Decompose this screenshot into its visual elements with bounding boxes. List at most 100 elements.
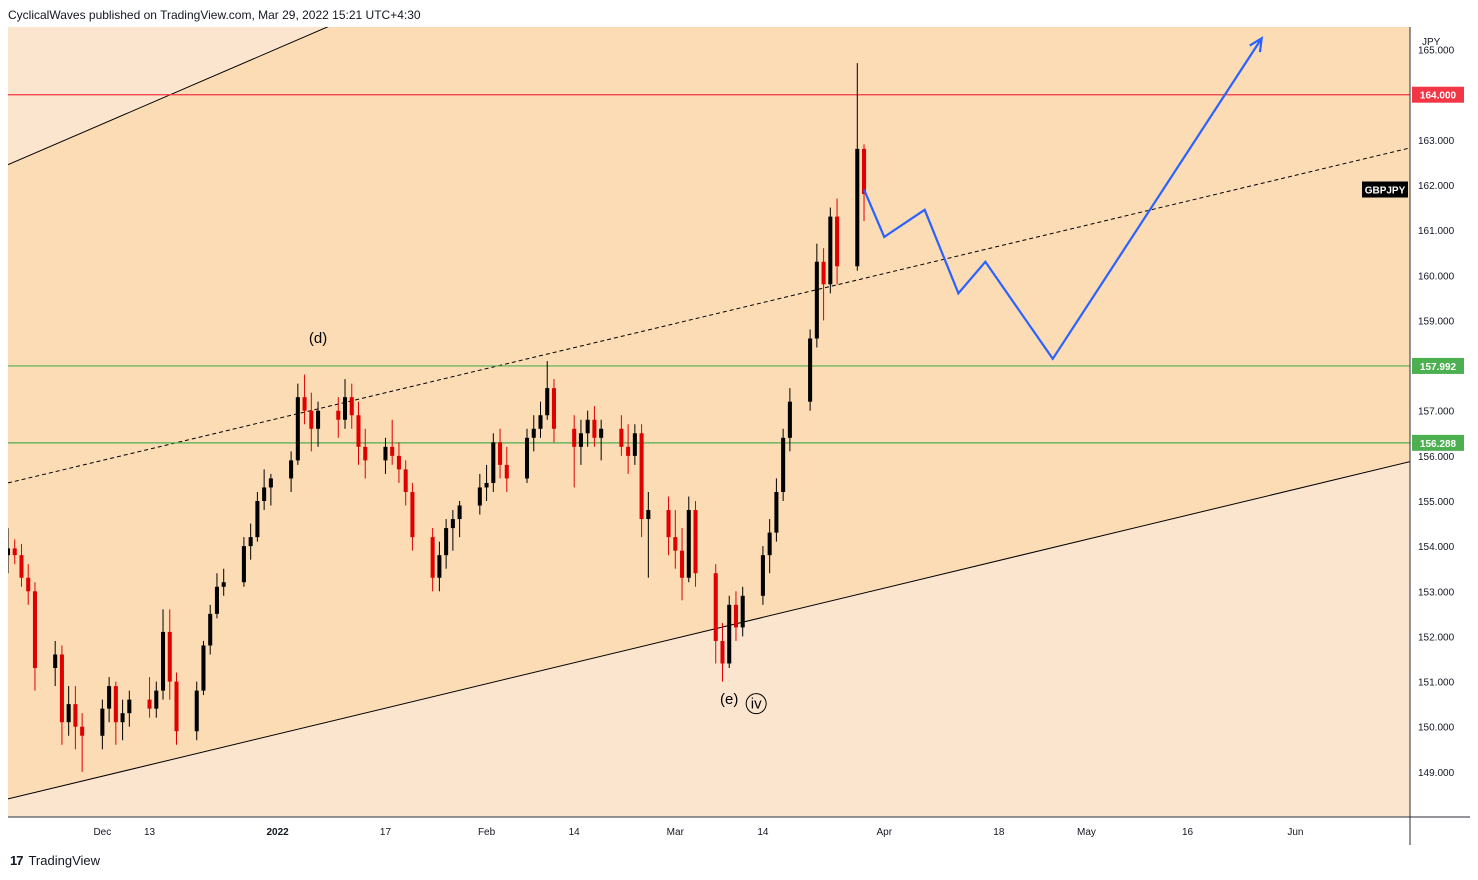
level-price-label: 157.992 xyxy=(1420,362,1457,373)
candle-body xyxy=(835,216,840,267)
price-tick-label: 165.000 xyxy=(1418,46,1455,57)
time-tick-label: May xyxy=(1077,827,1096,838)
level-price-badge xyxy=(1412,86,1464,103)
chart-svg[interactable]: (d) (e) iv 149.000 150.000 151.000 152.000 153… xyxy=(5,0,1470,845)
candle-body xyxy=(626,446,631,456)
time-tick-label: Jun xyxy=(1287,827,1303,838)
price-tick-label: 152.000 xyxy=(1418,632,1455,643)
background-layer xyxy=(7,0,1411,817)
candle-body xyxy=(450,519,455,529)
candle-body xyxy=(73,704,78,727)
wave-label: (e) xyxy=(720,691,738,708)
horizontal-levels-layer xyxy=(8,94,1410,444)
candle-body xyxy=(255,501,260,538)
candle-body xyxy=(113,686,118,723)
candle-body xyxy=(808,338,813,402)
price-tick-label: 160.000 xyxy=(1418,271,1455,282)
candle-body xyxy=(262,487,267,501)
candle-body xyxy=(484,482,489,488)
time-tick-label: 17 xyxy=(380,827,392,838)
price-tick-label: 163.000 xyxy=(1418,136,1455,147)
candle-body xyxy=(53,654,58,669)
candles-layer xyxy=(5,63,867,772)
candle-body xyxy=(147,699,152,709)
candle-body xyxy=(349,397,354,416)
candle-body xyxy=(430,537,435,578)
time-tick-label: Feb xyxy=(478,827,496,838)
candle-body xyxy=(66,704,71,723)
chart-frame[interactable]: (d) (e) iv 149.000 150.000 151.000 152.000 153… xyxy=(5,0,1470,845)
time-tick-label: Apr xyxy=(876,827,892,838)
candle-body xyxy=(161,631,166,691)
candle-body xyxy=(80,726,85,736)
time-tick-label: 18 xyxy=(993,827,1005,838)
candle-body xyxy=(174,681,179,732)
candle-body xyxy=(363,446,368,461)
candle-body xyxy=(154,690,159,709)
candle-body xyxy=(666,510,671,538)
candle-body xyxy=(545,388,550,416)
candle-body xyxy=(572,428,577,447)
candle-body xyxy=(814,261,819,339)
candle-body xyxy=(646,510,651,520)
time-tick-label: Mar xyxy=(667,827,685,838)
time-tick-label: 16 xyxy=(1182,827,1194,838)
candle-body xyxy=(713,573,718,641)
time-tick-label: 13 xyxy=(144,827,156,838)
candle-body xyxy=(12,548,17,556)
footer-brand[interactable]: TradingView xyxy=(28,853,101,868)
candle-body xyxy=(444,528,449,556)
price-tick-label: 156.000 xyxy=(1418,452,1455,463)
candle-body xyxy=(740,595,745,628)
price-tick-label: 150.000 xyxy=(1418,723,1455,734)
candle-body xyxy=(302,397,307,411)
candle-body xyxy=(855,148,860,267)
candle-body xyxy=(551,388,556,429)
time-tick-label: 14 xyxy=(569,827,581,838)
candle-body xyxy=(828,216,833,285)
candle-body xyxy=(639,433,644,520)
price-tick-label: 162.000 xyxy=(1418,181,1455,192)
candle-body xyxy=(19,555,24,578)
candle-body xyxy=(194,690,199,732)
price-tick-label: 154.000 xyxy=(1418,542,1455,553)
price-tick-label: 159.000 xyxy=(1418,316,1455,327)
wave-label: (d) xyxy=(309,330,327,347)
price-tick-label: 149.000 xyxy=(1418,768,1455,779)
wave-labels-layer: (d) (e) iv xyxy=(309,330,767,715)
candle-body xyxy=(221,582,226,587)
candle-body xyxy=(498,442,503,465)
candle-body xyxy=(437,555,442,578)
candle-body xyxy=(336,410,341,420)
projection-path xyxy=(863,37,1263,361)
candle-body xyxy=(100,708,105,736)
candle-body xyxy=(538,415,543,429)
candle-body xyxy=(693,510,698,574)
candle-body xyxy=(578,433,583,447)
candle-body xyxy=(127,699,132,714)
candle-body xyxy=(619,428,624,447)
channel-lower-line xyxy=(7,461,1411,800)
candle-body xyxy=(107,686,112,709)
candle-body xyxy=(214,586,219,614)
candle-body xyxy=(531,428,536,438)
candle-body xyxy=(396,455,401,470)
channel-upper-line xyxy=(7,0,392,166)
candle-body xyxy=(599,428,604,438)
candle-body xyxy=(787,401,792,438)
candle-body xyxy=(504,464,509,479)
price-tick-label: 151.000 xyxy=(1418,678,1455,689)
candle-body xyxy=(686,510,691,578)
candle-body xyxy=(241,546,246,583)
channel-median-line xyxy=(7,147,1411,484)
candle-body xyxy=(342,397,348,420)
candle-body xyxy=(862,148,867,195)
level-price-label: 156.288 xyxy=(1420,439,1457,450)
time-tick-label: 14 xyxy=(757,827,769,838)
wave-label: iv xyxy=(751,696,762,713)
candle-body xyxy=(774,491,779,533)
candle-body xyxy=(309,410,314,429)
candle-body xyxy=(5,548,11,556)
candle-body xyxy=(26,577,31,592)
price-tick-label: 153.000 xyxy=(1418,587,1455,598)
